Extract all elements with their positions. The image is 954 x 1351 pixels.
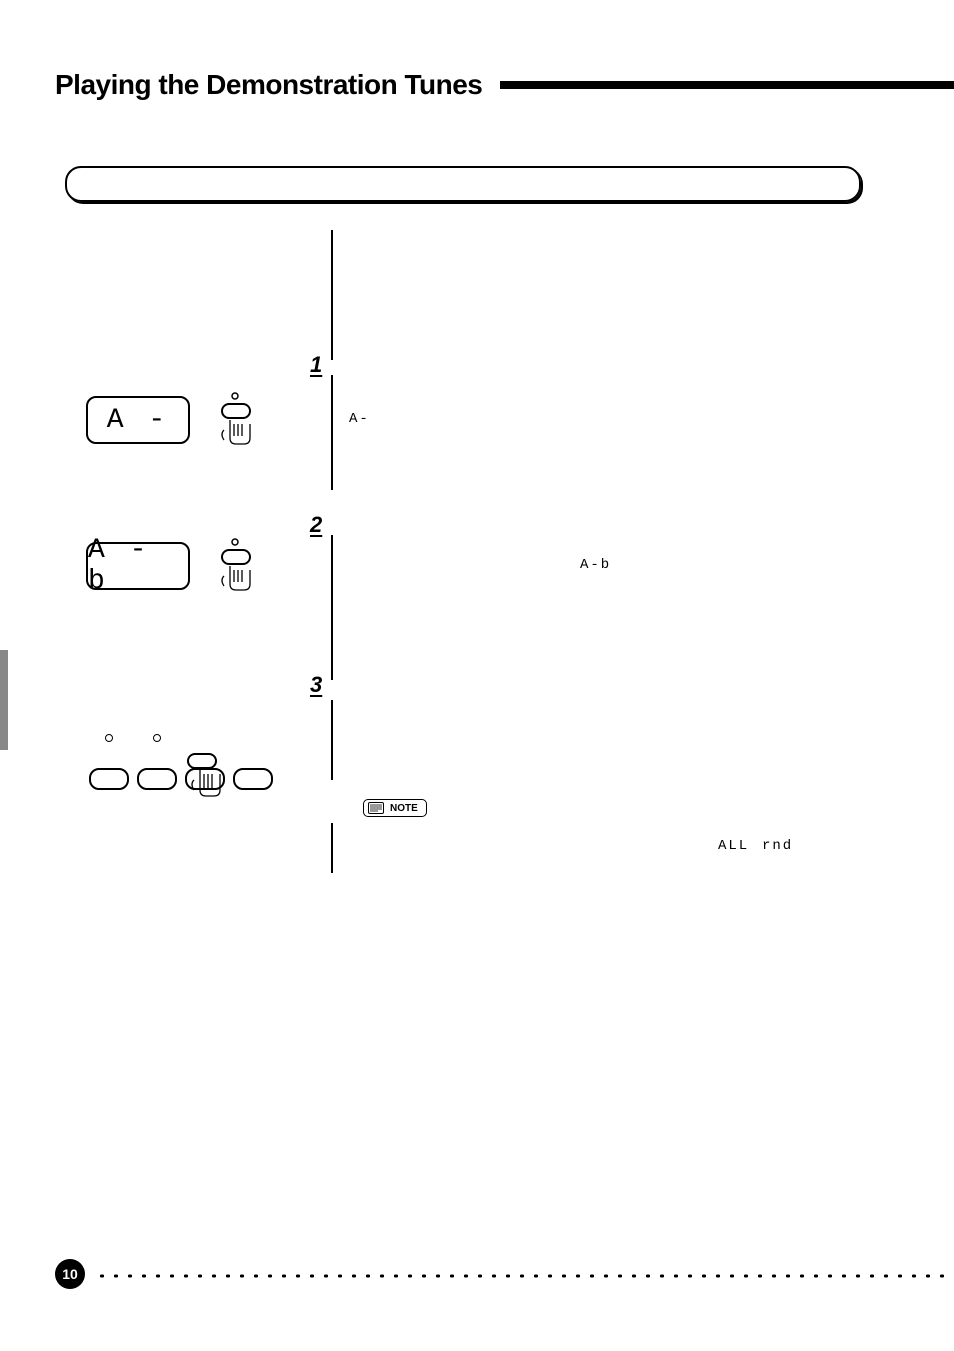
led-icon: [105, 734, 113, 742]
transport-button[interactable]: [90, 734, 128, 790]
code-all: ALL: [718, 838, 749, 854]
lcd-display-2: A - b: [86, 542, 190, 590]
step-number-1: 1: [310, 352, 322, 378]
press-button-icon: [182, 744, 252, 814]
note-icon: [368, 802, 384, 814]
side-tab: [0, 650, 8, 750]
transport-button[interactable]: [138, 734, 176, 790]
header-rule: [500, 81, 954, 89]
press-button-icon: [210, 536, 270, 596]
step-divider: [331, 230, 333, 360]
lcd-display-1: A -: [86, 396, 190, 444]
code-step1: A-: [349, 411, 370, 427]
section-title: Playing the Demonstration Tunes: [55, 69, 482, 101]
page-number: 10: [55, 1259, 85, 1289]
led-icon: [153, 734, 161, 742]
press-button-icon: [210, 390, 270, 450]
note-tag: NOTE: [363, 799, 427, 817]
step-divider: [331, 823, 333, 873]
step-number-2: 2: [310, 512, 322, 538]
step-divider: [331, 375, 333, 490]
page-number-text: 10: [62, 1266, 78, 1282]
code-step2: A-b: [580, 557, 611, 573]
step-number-3: 3: [310, 672, 322, 698]
step-divider: [331, 700, 333, 780]
callout-box: [65, 166, 861, 202]
button-oval: [89, 768, 129, 790]
step-divider: [331, 535, 333, 680]
lcd-text-2: A - b: [88, 535, 188, 597]
code-rnd: rnd: [762, 838, 793, 854]
lcd-text-1: A -: [107, 405, 169, 436]
footer-dots: [95, 1271, 954, 1281]
note-label: NOTE: [390, 803, 418, 814]
page: Playing the Demonstration Tunes 1 2 3 A-…: [0, 0, 954, 1351]
button-oval: [137, 768, 177, 790]
section-header: Playing the Demonstration Tunes: [55, 60, 954, 110]
